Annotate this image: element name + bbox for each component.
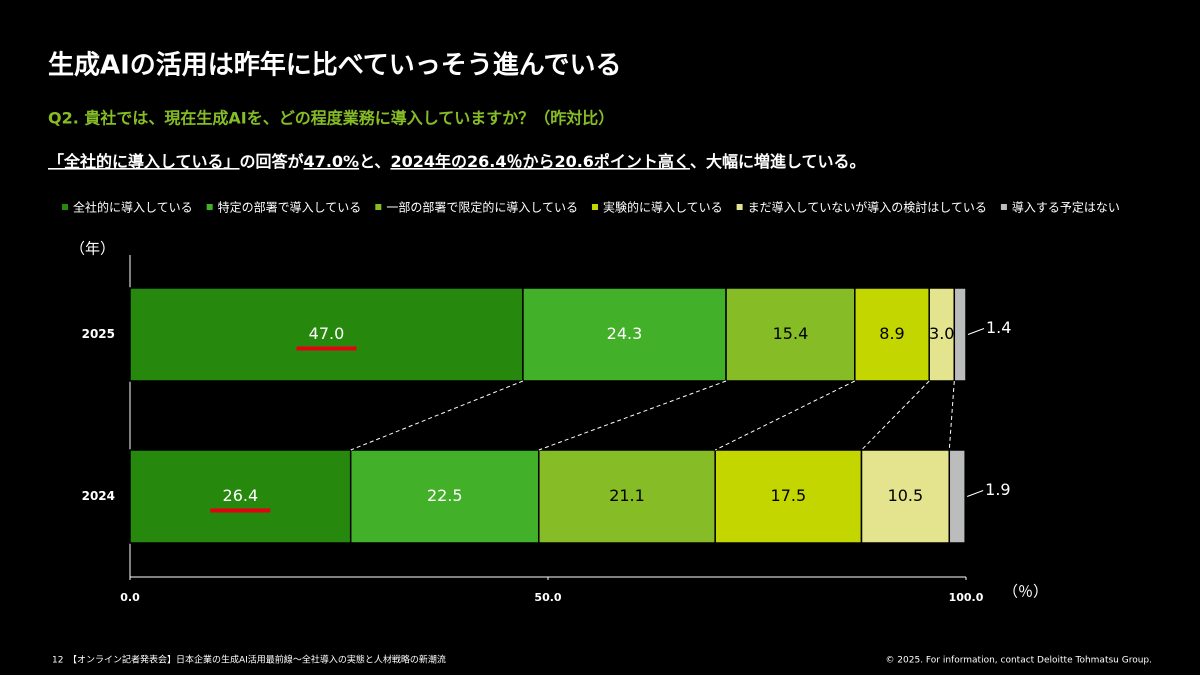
bar-segment [714,449,863,544]
bar-segment [860,449,951,544]
bar-segment [129,449,352,544]
connector [714,380,856,451]
subtitle: 「全社的に導入している」の回答が47.0%と、2024年の26.4％から20.6… [48,152,865,171]
subtitle-part: の回答が [240,152,304,171]
legend-label: 特定の部署で導入している [218,200,362,215]
bar-segment [928,287,956,382]
value-label: 21.1 [609,486,645,505]
legend-swatch [1000,204,1007,210]
title: 生成AIの活用は昨年に比べていっそう進んでいる [48,50,621,81]
question: Q2. 貴社では、現在生成AIを、どの程度業務に導入していますか？（昨対比） [48,109,614,128]
value-label: 8.9 [879,324,904,343]
y-tick-label: 2024 [82,489,115,503]
footer-text: 【オンライン記者発表会】日本企業の生成AI活用最前線～全社導入の実態と人材戦略の… [68,654,446,666]
copyright: © 2025. For information, contact Deloitt… [885,656,1152,666]
y-tick-label: 2025 [82,327,115,341]
page-number: 12 [52,656,63,666]
legend-label: 一部の部署で限定的に導入している [386,200,578,215]
x-tick-label: 100.0 [949,591,984,604]
subtitle-part: 47.0% [304,152,360,171]
y-axis-label: （年） [70,240,115,258]
connector [861,380,930,451]
legend-swatch [206,204,213,210]
subtitle-part: と、 [359,152,390,171]
bar-segment [854,287,930,382]
value-label: 3.0 [929,324,954,343]
value-label: 1.9 [985,480,1010,499]
bar-segment [129,287,524,382]
legend-swatch [375,204,382,210]
bar-segment [522,287,727,382]
legend-swatch [736,204,743,210]
value-label: 10.5 [888,486,924,505]
value-label: 47.0 [309,324,345,343]
value-label: 1.4 [986,318,1011,337]
value-label: 24.3 [607,324,643,343]
connector [350,380,524,451]
bar-segment [948,449,966,544]
legend-label: まだ導入していないが導入の検討はしている [748,200,987,215]
connector [948,380,955,451]
x-tick-label: 50.0 [534,591,561,604]
bar-segment [953,287,967,382]
value-label: 15.4 [773,324,809,343]
subtitle-part: 「全社的に導入している」 [48,152,240,171]
subtitle-part: 、大幅に増進している。 [690,152,866,171]
value-label: 22.5 [427,486,463,505]
legend-label: 導入する予定はない [1012,200,1120,215]
legend-label: 全社的に導入している [73,200,193,215]
legend-label: 実験的に導入している [603,200,723,215]
x-tick-label: 0.0 [120,591,140,604]
legend-swatch [62,204,68,210]
x-axis-label: （％） [1003,583,1048,601]
legend-swatch [591,204,598,210]
connector [538,380,727,451]
value-label: 17.5 [771,486,807,505]
value-label: 26.4 [223,486,259,505]
bar-segment [725,287,856,382]
bar-segment [349,449,540,544]
leader-line [966,490,984,497]
subtitle-part: 2024年の26.4％から20.6ポイント高く [390,152,690,171]
leader-line [967,328,985,335]
